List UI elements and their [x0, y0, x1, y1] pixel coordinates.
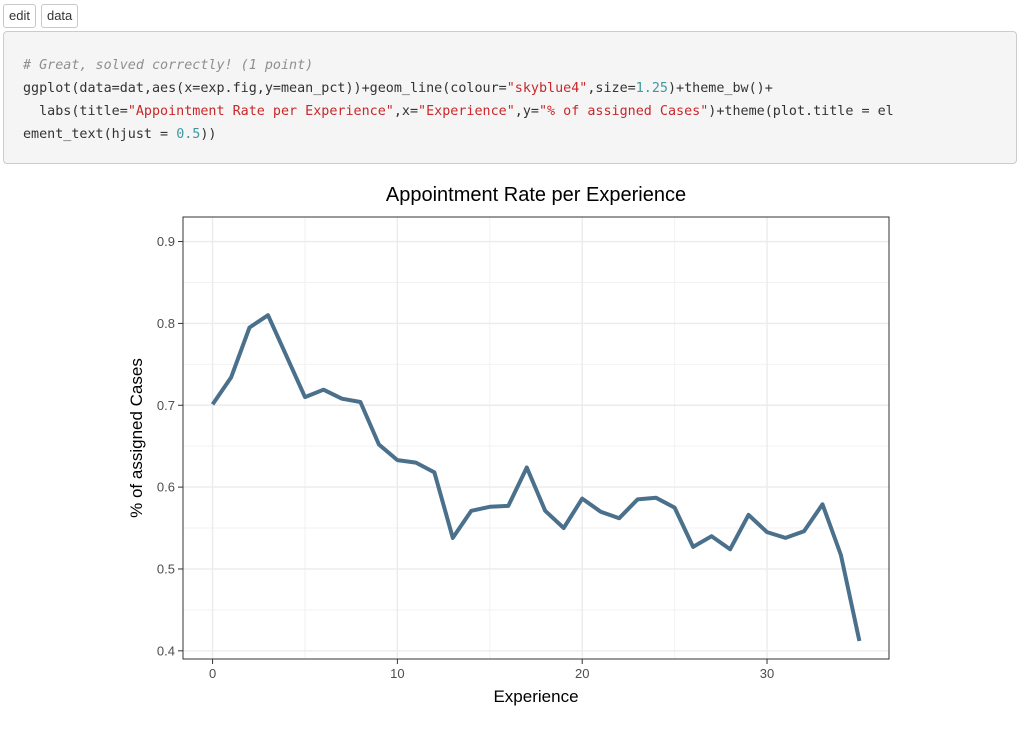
- plot-output: 0 10 20 30 0.4 0.5 0.6 0.7 0.8 0.9 Appointment Ra…: [0, 170, 1028, 730]
- code-line-4: ement_text(hjust = 0.5)): [23, 127, 217, 142]
- y-tick-label: 0.8: [157, 316, 175, 331]
- code-line-3: labs(title="Appointment Rate per Experie…: [23, 104, 894, 119]
- series-group: [210, 313, 862, 642]
- grid-minor: [183, 217, 889, 659]
- code-text: )+theme_bw()+: [667, 81, 773, 96]
- code-text: )): [200, 127, 217, 142]
- code-text: ,x=: [393, 104, 419, 119]
- x-tick-label: 30: [760, 666, 774, 681]
- grid-major: [183, 217, 889, 659]
- code-number: 0.5: [176, 127, 201, 142]
- code-text: ,y=: [514, 104, 539, 119]
- code-block: # Great, solved correctly! (1 point) ggp…: [3, 31, 1017, 164]
- panel-border: [182, 216, 890, 660]
- data-button[interactable]: data: [40, 4, 79, 28]
- y-axis-label: % of assigned Cases: [127, 358, 146, 518]
- code-text: )+theme(plot.title = el: [708, 104, 894, 119]
- code-string: "% of assigned Cases": [538, 104, 709, 119]
- y-tick-label: 0.7: [157, 398, 175, 413]
- code-line-2: ggplot(data=dat,aes(x=exp.fig,y=mean_pct…: [23, 81, 773, 96]
- chart-title: Appointment Rate per Experience: [386, 184, 686, 206]
- code-text: ement_text(hjust =: [23, 127, 177, 142]
- x-tick-label: 20: [575, 666, 589, 681]
- y-tick-label: 0.5: [157, 561, 175, 576]
- x-tick-label: 10: [390, 666, 404, 681]
- code-number: 1.25: [635, 81, 668, 96]
- y-tick-label: 0.9: [157, 234, 175, 249]
- x-tick-label: 0: [209, 666, 216, 681]
- line-chart: 0 10 20 30 0.4 0.5 0.6 0.7 0.8 0.9 Appointment Ra…: [127, 184, 890, 706]
- code-string: "Experience": [418, 104, 515, 119]
- code-text: ,size=: [587, 81, 636, 96]
- edit-button[interactable]: edit: [3, 4, 36, 28]
- series-line: [210, 313, 862, 642]
- code-text: ggplot(data=dat,aes(x=exp.fig,y=mean_pct…: [23, 81, 507, 96]
- x-axis-label: Experience: [493, 687, 578, 706]
- code-comment: # Great, solved correctly! (1 point): [23, 58, 314, 73]
- axis-ticks: 0 10 20 30 0.4 0.5 0.6 0.7 0.8 0.9: [157, 234, 774, 681]
- code-text: labs(title=: [23, 104, 128, 119]
- code-string: "skyblue4": [506, 81, 588, 96]
- y-tick-label: 0.4: [157, 643, 175, 658]
- code-string: "Appointment Rate per Experience": [127, 104, 394, 119]
- y-tick-label: 0.6: [157, 480, 175, 495]
- toolbar: edit data: [3, 4, 79, 28]
